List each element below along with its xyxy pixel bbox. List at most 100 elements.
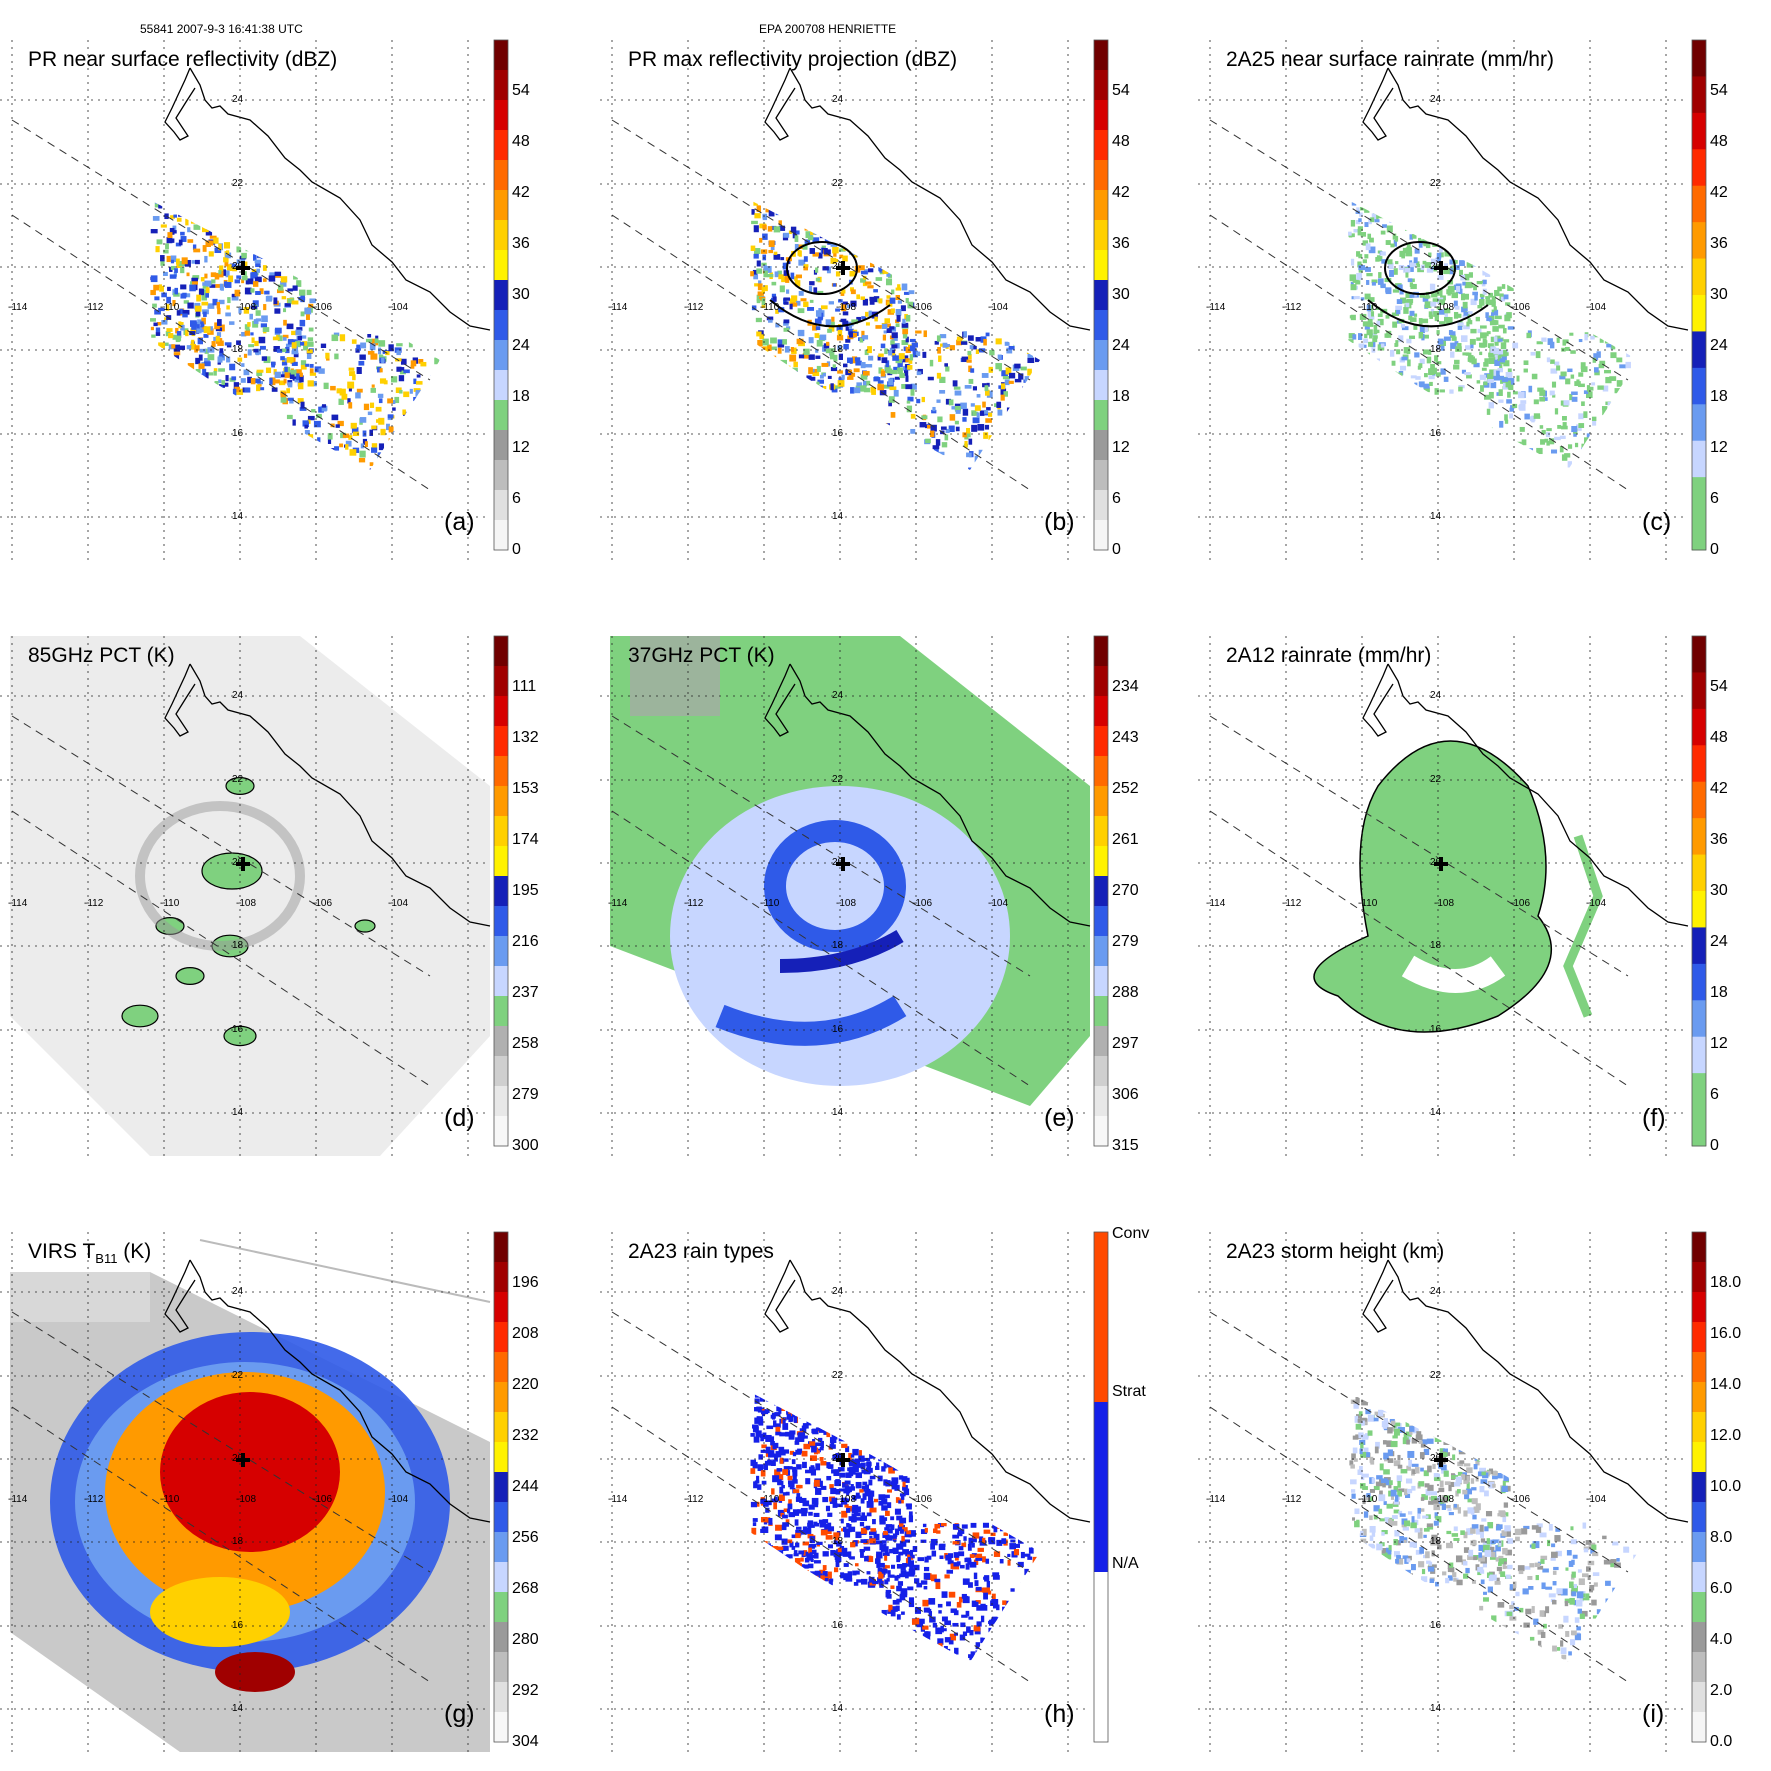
- longitude-label: -112: [684, 302, 704, 313]
- colorbar-tick: 0: [1710, 1137, 1719, 1154]
- colorbar: [1691, 1231, 1707, 1743]
- latitude-label: 22: [232, 774, 244, 785]
- colorbar: [1093, 39, 1109, 551]
- colorbar-tick: 30: [1112, 286, 1130, 303]
- longitude-label: -104: [988, 898, 1009, 909]
- longitude-label: -108: [1434, 898, 1455, 909]
- latitude-label: 22: [232, 178, 244, 189]
- panel-title-g: VIRS TB11 (K): [28, 1240, 152, 1267]
- longitude-label: -112: [684, 1494, 704, 1505]
- colorbar-tick: 12: [1710, 1035, 1728, 1052]
- colorbar-tick: 42: [1710, 780, 1728, 797]
- swath-precip: [750, 1392, 1040, 1662]
- panel-h: 2A23 rain types (h) Conv Strat N/A -114 -112 -1…: [600, 1225, 1149, 1752]
- colorbar-tick: 279: [512, 1086, 539, 1103]
- longitude-label: -110: [1358, 898, 1378, 909]
- colorbar-tick: 6: [1112, 490, 1121, 507]
- longitude-label: -110: [760, 898, 780, 909]
- panel-a: PR near surface reflectivity (dBZ) (a) 54 4…: [0, 39, 530, 560]
- panel-label-g: (g): [444, 1700, 475, 1728]
- latitude-label: 20: [832, 1453, 844, 1464]
- longitude-label: -108: [836, 1494, 857, 1505]
- panel-label-i: (i): [1642, 1700, 1665, 1728]
- longitude-label: -110: [1358, 1494, 1378, 1505]
- swath-background: [10, 636, 490, 1156]
- latitude-label: 20: [1430, 857, 1442, 868]
- longitude-label: -104: [388, 1494, 409, 1505]
- latitude-label: 14: [832, 1703, 844, 1714]
- colorbar-tick: 256: [512, 1529, 539, 1546]
- coastline: [189, 663, 491, 927]
- colorbar-tick: 24: [1112, 337, 1130, 354]
- longitude-label: -106: [1510, 302, 1531, 313]
- colorbar-tick: 6: [1710, 1086, 1719, 1103]
- longitude-label: -114: [1206, 1494, 1226, 1505]
- colorbar-tick: 297: [1112, 1035, 1139, 1052]
- panel-title-d: 85GHz PCT (K): [28, 644, 175, 667]
- colorbar-tick: 111: [512, 678, 537, 695]
- colorbar-tick: 4.0: [1710, 1631, 1733, 1648]
- swath-precip: [1348, 1392, 1638, 1662]
- longitude-label: -106: [312, 898, 333, 909]
- colorbar-tick: 30: [512, 286, 530, 303]
- longitude-label: -104: [1586, 1494, 1607, 1505]
- latitude-label: 24: [1430, 94, 1442, 105]
- latitude-label: 16: [1430, 1024, 1442, 1035]
- colorbar-tick: 8.0: [1710, 1529, 1733, 1546]
- colorbar-tick: 306: [1112, 1086, 1139, 1103]
- colorbar-tick: 54: [1710, 678, 1728, 695]
- colorbar-tick: 10.0: [1710, 1478, 1742, 1495]
- storm-center-marker: [236, 261, 250, 275]
- colorbar-tick: 196: [512, 1274, 539, 1291]
- colorbar-tick: 12: [1710, 439, 1728, 456]
- map-g: [0, 1231, 509, 1752]
- longitude-label: -110: [1358, 302, 1378, 313]
- coastline: [189, 1259, 491, 1523]
- panel-title-a: PR near surface reflectivity (dBZ): [28, 48, 338, 71]
- latitude-label: 16: [832, 428, 844, 439]
- longitude-label: -114: [8, 302, 28, 313]
- latitude-label: 14: [832, 511, 844, 522]
- latitude-label: 18: [232, 940, 244, 951]
- longitude-label: -108: [836, 302, 857, 313]
- colorbar-tick: 288: [1112, 984, 1139, 1001]
- storm-center-marker: [836, 1453, 850, 1467]
- storm-center-marker: [236, 857, 250, 871]
- latitude-label: 16: [832, 1024, 844, 1035]
- latitude-label: 22: [1430, 774, 1442, 785]
- colorbar-tick: 12: [1112, 439, 1130, 456]
- latitude-label: 24: [1430, 1286, 1442, 1297]
- panel-i: 2A23 storm height (km) (i) 18.0 16.0 14.0 12.…: [1198, 1231, 1741, 1752]
- latitude-label: 14: [1430, 1107, 1442, 1118]
- colorbar-category-label: Conv: [1112, 1225, 1150, 1242]
- colorbar-tick: 18: [512, 388, 530, 405]
- colorbar-tick: 2.0: [1710, 1682, 1733, 1699]
- latitude-label: 20: [1430, 261, 1442, 272]
- colorbar-tick: 36: [512, 235, 530, 252]
- panel-label-a: (a): [444, 508, 475, 536]
- colorbar-tick: 208: [512, 1325, 539, 1342]
- longitude-label: -112: [84, 302, 104, 313]
- colorbar: [1691, 635, 1707, 1147]
- longitude-label: -108: [236, 1494, 257, 1505]
- storm-center-marker: [836, 261, 850, 275]
- longitude-label: -112: [84, 1494, 104, 1505]
- colorbar-tick: 195: [512, 882, 539, 899]
- colorbar-tick: 48: [1112, 133, 1130, 150]
- colorbar-tick: 36: [1710, 831, 1728, 848]
- storm-center-marker: [836, 857, 850, 871]
- longitude-label: -112: [684, 898, 704, 909]
- storm-name-header: EPA 200708 HENRIETTE: [759, 22, 897, 36]
- colorbar-tick: 18.0: [1710, 1274, 1742, 1291]
- longitude-label: -112: [1282, 898, 1302, 909]
- colorbar-tick: 243: [1112, 729, 1139, 746]
- latitude-label: 18: [832, 1536, 844, 1547]
- longitude-label: -114: [608, 302, 628, 313]
- longitude-label: -114: [1206, 302, 1226, 313]
- colorbar-tick: 261: [1112, 831, 1139, 848]
- map-e: [600, 635, 1109, 1156]
- colorbar-tick: 216: [512, 933, 539, 950]
- longitude-label: -106: [312, 302, 333, 313]
- longitude-label: -104: [388, 898, 409, 909]
- coastline: [1387, 1259, 1689, 1523]
